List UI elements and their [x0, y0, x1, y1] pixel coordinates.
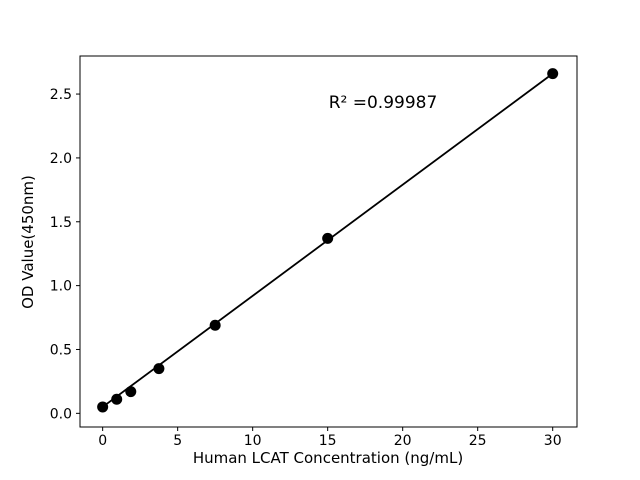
y-tick-label: 0.0	[50, 406, 72, 422]
data-series	[97, 68, 559, 413]
x-tick-label: 25	[469, 433, 487, 449]
data-point	[111, 393, 123, 405]
x-axis-label: Human LCAT Concentration (ng/mL)	[193, 449, 463, 467]
data-point	[322, 232, 334, 244]
data-point	[97, 401, 109, 413]
x-tick-label: 10	[244, 433, 262, 449]
data-point	[209, 319, 221, 331]
y-tick-label: 1.0	[50, 279, 72, 295]
y-axis-label: OD Value(450nm)	[19, 175, 37, 309]
x-tick-label: 30	[544, 433, 562, 449]
axes-spines	[79, 55, 578, 428]
x-tick-label: 15	[319, 433, 337, 449]
y-tick-label: 2.5	[50, 87, 72, 103]
x-tick-label: 0	[98, 433, 107, 449]
data-point	[547, 68, 559, 80]
r-squared-annotation: R² =0.99987	[329, 93, 438, 113]
x-tick-label: 5	[173, 433, 182, 449]
x-tick-label: 20	[394, 433, 412, 449]
y-tick-label: 2.0	[50, 151, 72, 167]
y-tick-label: 1.5	[50, 215, 72, 231]
data-point	[125, 386, 137, 398]
y-tick-label: 0.5	[50, 342, 72, 358]
axis-ticks: 0 5 10 15 20 25 30 0.0 0.5 1.0 1.5 2.0 2.5	[50, 87, 562, 449]
data-point	[153, 363, 165, 375]
plot-frame	[79, 55, 578, 428]
